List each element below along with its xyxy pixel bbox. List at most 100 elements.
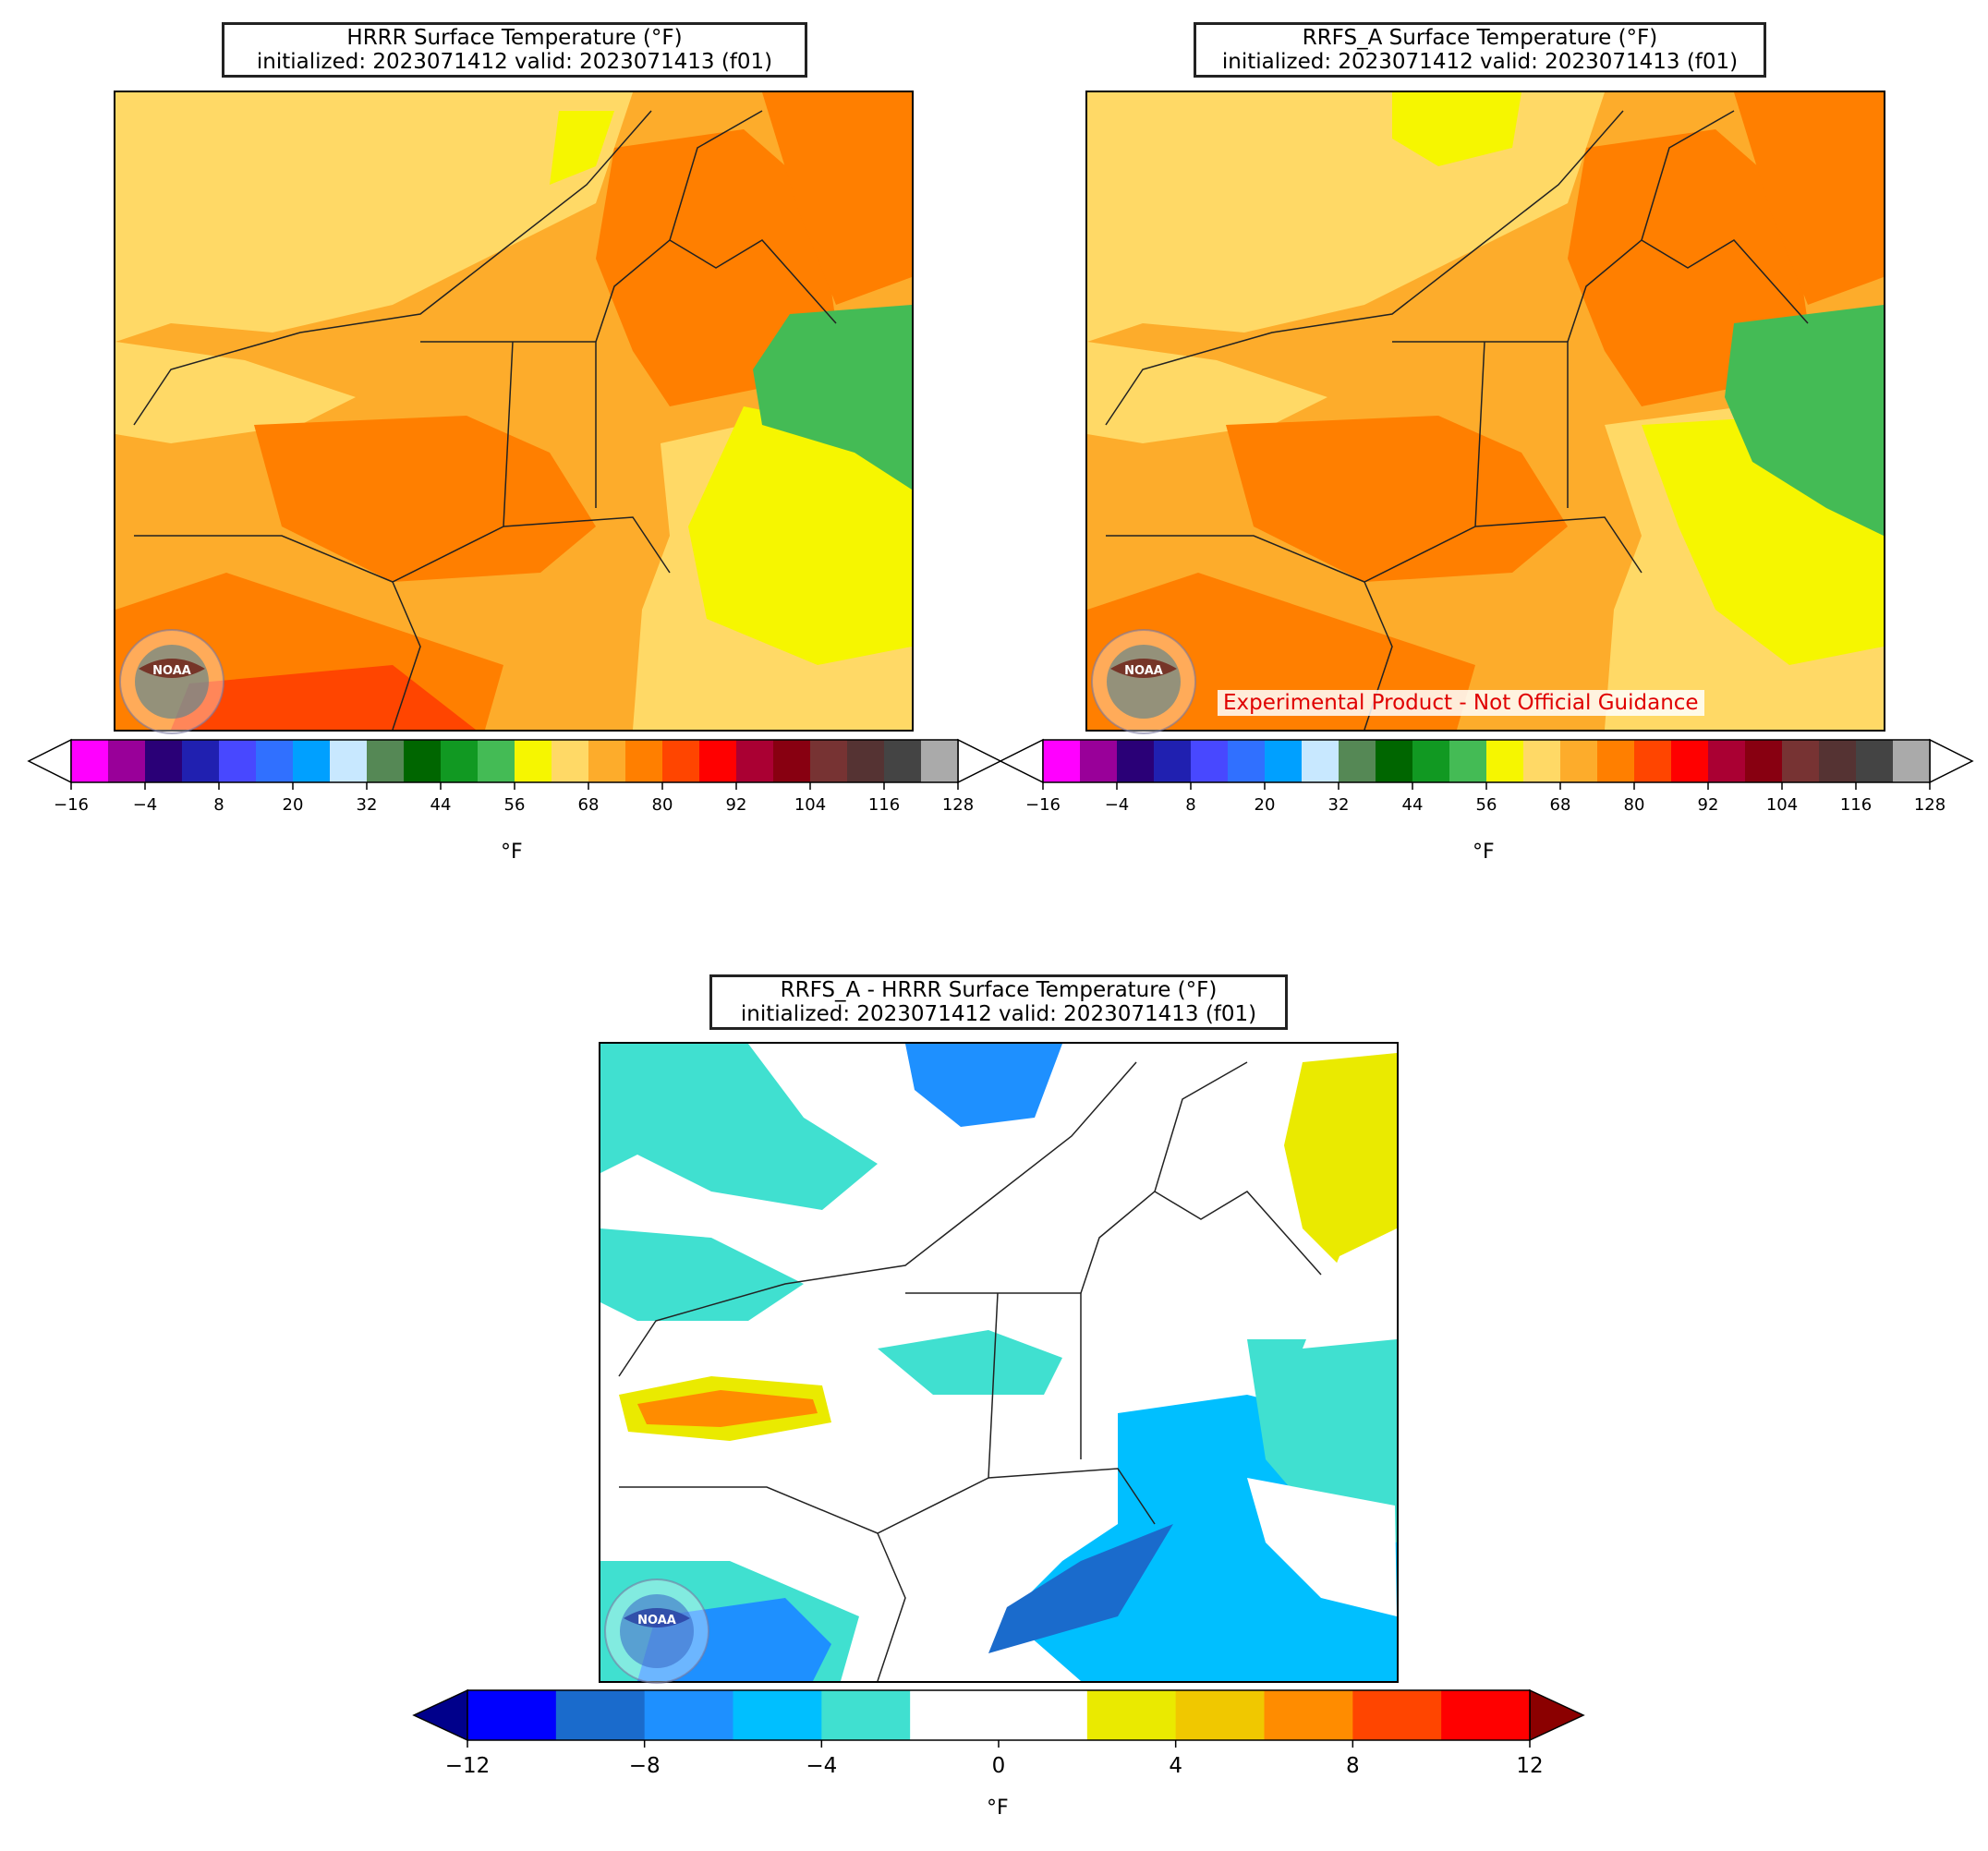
rrfs-colorbar-swatch — [1634, 740, 1672, 782]
hrrr-colorbar-swatch — [71, 740, 109, 782]
rrfs-border-path — [1105, 110, 1624, 426]
hrrr-colorbar-tick-label: 128 — [942, 795, 974, 815]
diff-colorbar-tick-label: 12 — [1516, 1754, 1543, 1773]
diff-colorbar-swatch — [467, 1690, 557, 1740]
diff-border-path — [877, 1532, 906, 1681]
hrrr-colorbar-swatch — [256, 740, 294, 782]
rrfs-border-path — [1474, 516, 1643, 574]
hrrr-noaa-logo: NOAA — [118, 628, 225, 735]
rrfs-colorbar-tick-label: 32 — [1328, 795, 1350, 815]
rrfs-colorbar-tick-label: 44 — [1402, 795, 1424, 815]
rrfs-colorbar-swatch — [1560, 740, 1598, 782]
rrfs-map-canvas — [1087, 92, 1884, 730]
logo-inner-disc — [135, 645, 209, 719]
rrfs-colorbar-extend-low — [999, 738, 1044, 784]
hrrr-colorbar-swatch — [552, 740, 589, 782]
hrrr-colorbar-tick-label: 92 — [726, 795, 747, 815]
experimental-watermark: Experimental Product - Not Official Guid… — [1218, 690, 1704, 716]
rrfs-colorbar-swatch — [1597, 740, 1635, 782]
rrfs-mild-southwest — [1087, 342, 1327, 443]
diff-colorbar-swatch — [1175, 1690, 1265, 1740]
rrfs-colorbar-swatch — [1819, 740, 1857, 782]
rrfs-colorbar-swatch — [1154, 740, 1192, 782]
hrrr-colorbar-tick-label: 20 — [283, 795, 304, 815]
hrrr-colorbar-tick-label: 104 — [794, 795, 826, 815]
hrrr-colorbar-tick-label: 8 — [213, 795, 224, 815]
hrrr-mild-north — [115, 92, 633, 342]
hrrr-colorbar-swatch — [773, 740, 811, 782]
rrfs-colorbar-tick-label: −16 — [1025, 795, 1061, 815]
rrfs-colorbar-swatch — [1376, 740, 1413, 782]
hrrr-hot-ne — [762, 92, 912, 305]
logo-bird — [624, 1608, 690, 1627]
diff-colorbar-tick-label: 8 — [1346, 1754, 1360, 1773]
rrfs-colorbar-tick-label: 8 — [1185, 795, 1195, 815]
diff-warm-ne — [1284, 1053, 1397, 1265]
diff-colorbar-swatch — [999, 1690, 1088, 1740]
rrfs-noaa-logo-svg: NOAA — [1091, 629, 1196, 734]
diff-border-path — [618, 1061, 1137, 1377]
hrrr-colorbar-tick-label: 56 — [504, 795, 526, 815]
logo-inner-disc — [620, 1594, 694, 1668]
diff-map — [599, 1042, 1399, 1683]
rrfs-border-path — [1641, 239, 1809, 324]
hrrr-colorbar-swatch — [921, 740, 959, 782]
rrfs-borders — [1105, 110, 1809, 730]
rrfs-colorbar-swatch — [1191, 740, 1229, 782]
diff-colorbar-swatch — [644, 1690, 733, 1740]
hrrr-colorbar-tick-label: 80 — [652, 795, 673, 815]
diff-colorbar-swatch — [821, 1690, 911, 1740]
diff-colorbar-swatch — [555, 1690, 646, 1740]
diff-border-path — [1154, 1191, 1322, 1276]
diff-neutral-gulf — [1303, 1228, 1397, 1349]
rrfs-ocean-green — [1725, 305, 1884, 536]
diff-cool-central — [878, 1330, 1062, 1395]
hrrr-colorbar-swatch — [884, 740, 922, 782]
rrfs-colorbar-tick-label: 128 — [1914, 795, 1946, 815]
hrrr-title-line2: initialized: 2023071412 valid: 202307141… — [256, 50, 773, 74]
rrfs-colorbar-swatch — [1449, 740, 1487, 782]
hrrr-colorbar-swatch — [478, 740, 515, 782]
hrrr-colorbar-swatch — [367, 740, 405, 782]
rrfs-colorbar: −16 −4 8 20 32 44 56 68 80 92 104 116 128 — [999, 738, 1974, 815]
logo-text: NOAA — [152, 664, 191, 678]
hrrr-border-path — [392, 581, 421, 730]
diff-colorbar-swatch — [910, 1690, 1000, 1740]
hrrr-border-path — [503, 516, 671, 574]
hrrr-colorbar: −16 −4 8 20 32 44 56 68 80 92 104 116 128 — [27, 738, 1002, 815]
rrfs-colorbar-swatch — [1117, 740, 1155, 782]
rrfs-colorbar-swatch — [1043, 740, 1081, 782]
logo-bird — [139, 659, 205, 678]
diff-colorbar-tick-label: −8 — [629, 1754, 661, 1773]
hrrr-colorbar-swatch — [108, 740, 146, 782]
hrrr-colorbar-swatch — [404, 740, 442, 782]
diff-borders — [618, 1061, 1322, 1681]
hrrr-colorbar-swatch — [699, 740, 737, 782]
logo-text: NOAA — [1124, 664, 1163, 678]
rrfs-colorbar-swatch — [1265, 740, 1303, 782]
hrrr-borders — [133, 110, 837, 730]
diff-colorbar-swatch — [1441, 1690, 1531, 1740]
hrrr-colorbar-swatch — [736, 740, 774, 782]
rrfs-colorbar-tick-label: 104 — [1766, 795, 1798, 815]
diff-colorbar-tick-label: −12 — [445, 1754, 491, 1773]
diff-colorbar-tick-label: 4 — [1169, 1754, 1182, 1773]
rrfs-hot-ny — [1226, 416, 1568, 582]
hrrr-map — [114, 91, 914, 732]
rrfs-colorbar-tick-label: 20 — [1255, 795, 1276, 815]
hrrr-ocean-yellow — [688, 406, 912, 665]
hrrr-colorbar-swatch — [441, 740, 479, 782]
diff-colorbar-extend-low — [412, 1688, 468, 1742]
rrfs-colorbar-swatch — [1856, 740, 1894, 782]
diff-cold-north — [905, 1044, 1062, 1127]
rrfs-noaa-logo: NOAA — [1090, 628, 1197, 735]
hrrr-colorbar-swatch — [810, 740, 848, 782]
diff-neutral-ocean — [1247, 1478, 1397, 1616]
rrfs-colorbar-tick-label: 56 — [1476, 795, 1497, 815]
diff-colorbar-swatch — [1086, 1690, 1177, 1740]
rrfs-colorbar-swatch — [1782, 740, 1820, 782]
rrfs-title-line2: initialized: 2023071412 valid: 202307141… — [1221, 50, 1739, 74]
hrrr-colorbar-extend-low — [27, 738, 72, 784]
rrfs-colorbar-swatch — [1745, 740, 1783, 782]
diff-colorbar-tick-label: −4 — [806, 1754, 837, 1773]
